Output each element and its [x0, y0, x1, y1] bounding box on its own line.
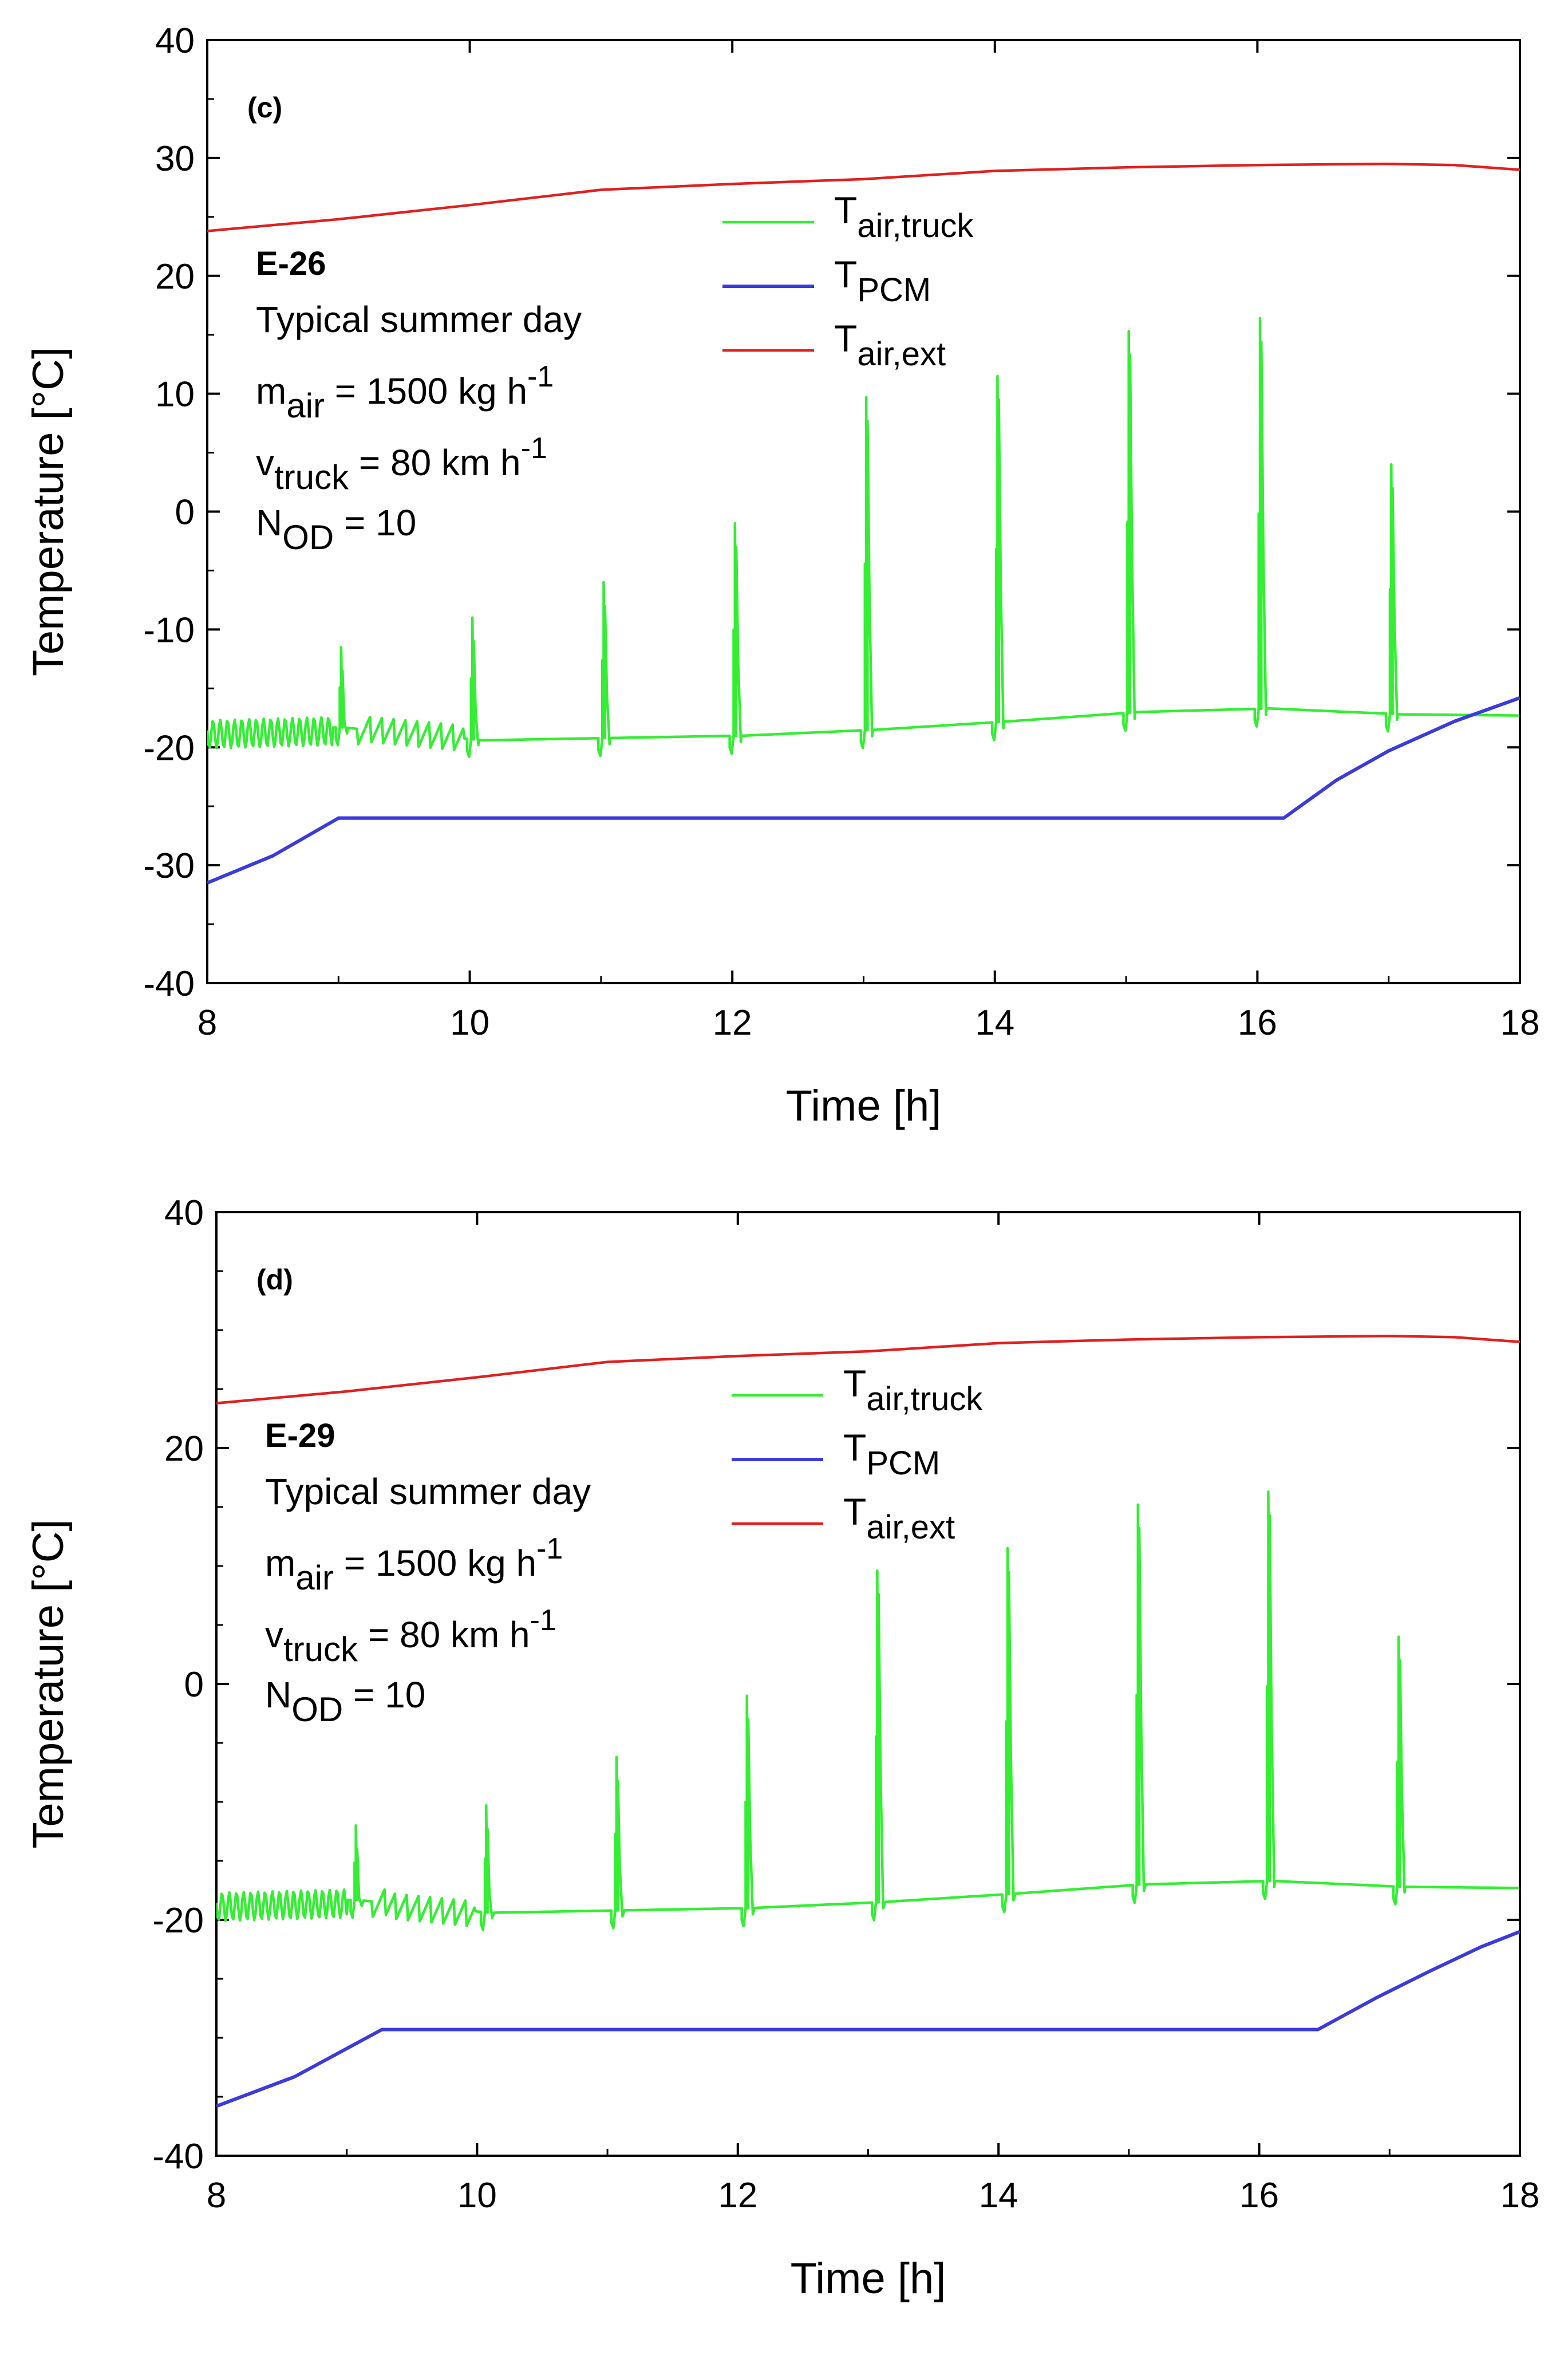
x-axis-title: Time [h] — [786, 1082, 942, 1130]
y-tick-label: 0 — [175, 493, 195, 532]
panel-label: (d) — [256, 1264, 293, 1296]
x-tick-label: 8 — [198, 1003, 217, 1043]
series-line-t-air-ext — [207, 162, 1520, 232]
y-tick-label: 20 — [164, 1429, 204, 1469]
annotation-day: Typical summer day — [256, 299, 582, 340]
x-tick-label: 14 — [979, 2176, 1018, 2215]
series-line-t-air-truck — [207, 317, 1519, 758]
y-tick-label: 40 — [155, 21, 195, 61]
y-tick-label: -20 — [152, 1901, 204, 1940]
x-tick-label: 18 — [1500, 2176, 1540, 2215]
x-tick-label: 16 — [1239, 2176, 1279, 2215]
legend: Tair,truck TPCM Tair,ext — [722, 189, 974, 373]
case-label: E-29 — [265, 1417, 335, 1454]
annotation-n-od: NOD = 10 — [265, 1674, 425, 1729]
y-tick-label: -40 — [152, 2137, 204, 2176]
legend-label: Tair,ext — [834, 317, 946, 373]
annotation-m-air: mair = 1500 kg h-1 — [265, 1532, 563, 1597]
x-tick-label: 16 — [1238, 1003, 1277, 1043]
series-line-t-air-truck — [216, 1490, 1519, 1931]
y-tick-label: -10 — [143, 610, 195, 650]
chart-panel-2: -40 -20 0 20 40 8 10 12 14 16 18 Time [h] Temperatur… — [24, 1193, 1539, 2303]
legend: Tair,truck TPCM Tair,ext — [732, 1362, 983, 1546]
annotation-n-od: NOD = 10 — [256, 502, 416, 557]
annotation-m-air: mair = 1500 kg h-1 — [256, 360, 554, 425]
y-tick-label: 10 — [155, 375, 195, 415]
x-axis-title: Time [h] — [791, 2254, 946, 2303]
y-tick-label: 0 — [184, 1665, 204, 1705]
series-line-t-pcm — [207, 696, 1520, 885]
x-tick-label: 8 — [207, 2176, 226, 2215]
y-tick-label: -20 — [143, 728, 195, 768]
y-tick-label: 30 — [155, 139, 195, 179]
legend-label: Tair,truck — [834, 189, 974, 244]
y-tick-label: 20 — [155, 257, 195, 297]
annotation-v-truck: vtruck = 80 km h-1 — [256, 432, 547, 496]
annotation-v-truck: vtruck = 80 km h-1 — [265, 1604, 556, 1668]
chart-panel-1: -40 -30 -20 -10 0 10 20 30 40 8 10 12 14 16 18 Time [h]… — [24, 21, 1539, 1130]
x-tick-label: 12 — [713, 1003, 752, 1043]
y-tick-label: -30 — [143, 846, 195, 886]
x-tick-label: 12 — [718, 2176, 757, 2215]
x-tick-label: 14 — [975, 1003, 1014, 1043]
x-tick-label: 18 — [1500, 1003, 1540, 1043]
legend-label: Tair,ext — [843, 1490, 955, 1546]
series-line-t-pcm — [216, 1930, 1520, 2108]
y-tick-label: -40 — [143, 964, 195, 1004]
panel-label: (c) — [247, 92, 282, 124]
legend-label: TPCM — [834, 253, 931, 309]
x-tick-label: 10 — [450, 1003, 489, 1043]
y-axis-title: Temperature [°C] — [24, 1519, 73, 1848]
case-label: E-26 — [256, 245, 326, 282]
legend-label: TPCM — [843, 1426, 940, 1482]
series-line-t-air-ext — [216, 1335, 1520, 1405]
x-tick-label: 10 — [457, 2176, 497, 2215]
legend-label: Tair,truck — [843, 1362, 983, 1418]
y-axis-title: Temperature [°C] — [24, 347, 73, 676]
annotation-day: Typical summer day — [265, 1471, 591, 1512]
y-tick-label: 40 — [164, 1193, 204, 1233]
